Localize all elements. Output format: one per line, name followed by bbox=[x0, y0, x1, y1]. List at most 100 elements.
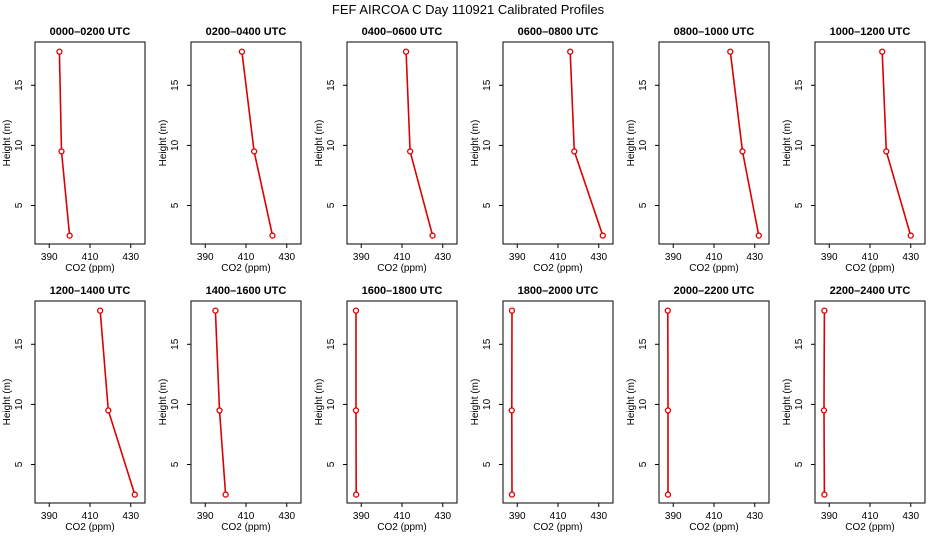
chart-2-data-point bbox=[402, 48, 410, 55]
chart-8-data-point bbox=[352, 407, 360, 414]
chart-2-x-tick-label: 390 bbox=[353, 252, 370, 263]
chart-11-x-tick-label: 430 bbox=[902, 511, 919, 522]
chart-5-y-axis-label: Height (m) bbox=[782, 120, 793, 167]
chart-5-x-tick-label: 430 bbox=[902, 252, 919, 263]
chart-1-y-tick-label: 15 bbox=[170, 79, 181, 91]
chart-5-x-axis-label: CO2 (ppm) bbox=[845, 263, 894, 274]
chart-4-x-tick-label: 390 bbox=[665, 252, 682, 263]
chart-3-x-axis-label: CO2 (ppm) bbox=[533, 263, 582, 274]
chart-10-data-point bbox=[664, 407, 672, 414]
chart-6-x-tick-label: 390 bbox=[41, 511, 58, 522]
chart-0-x-tick-label: 390 bbox=[41, 252, 58, 263]
chart-10-x-tick-label: 390 bbox=[665, 511, 682, 522]
chart-4-y-tick-label: 10 bbox=[638, 139, 649, 151]
chart-8-x-tick-label: 390 bbox=[353, 511, 370, 522]
chart-8-x-tick-label: 410 bbox=[394, 511, 411, 522]
chart-4-y-axis-label: Height (m) bbox=[626, 120, 637, 167]
chart-3-y-tick-label: 5 bbox=[482, 202, 493, 208]
chart-3-x-tick-label: 430 bbox=[590, 252, 607, 263]
chart-1-title: 0200–0400 UTC bbox=[206, 26, 287, 38]
chart-2-x-tick-label: 410 bbox=[394, 252, 411, 263]
chart-0-panel: 0000–0200 UTC 390 410 430 5 10 15 CO2 (ppm) Heig… bbox=[2, 26, 146, 274]
chart-9-x-tick-label: 410 bbox=[550, 511, 567, 522]
chart-8-data-point bbox=[353, 491, 360, 498]
chart-4-x-tick-label: 430 bbox=[746, 252, 763, 263]
chart-0-data-point bbox=[66, 232, 73, 239]
chart-8-y-tick-label: 15 bbox=[326, 338, 337, 350]
chart-10-y-tick-label: 5 bbox=[638, 461, 649, 467]
chart-0-y-tick-label: 5 bbox=[14, 202, 25, 208]
chart-7-data-point bbox=[216, 407, 223, 414]
chart-7-x-tick-label: 390 bbox=[197, 511, 214, 522]
chart-6-x-tick-label: 410 bbox=[82, 511, 99, 522]
chart-0-x-axis-label: CO2 (ppm) bbox=[65, 263, 114, 274]
chart-3-x-tick-label: 410 bbox=[550, 252, 567, 263]
chart-7-y-tick-label: 15 bbox=[170, 338, 181, 350]
chart-9-data-point bbox=[508, 307, 516, 314]
chart-2-y-axis-label: Height (m) bbox=[314, 120, 325, 167]
figure-title: FEF AIRCOA C Day 110921 Calibrated Profi… bbox=[332, 2, 605, 17]
chart-6-y-tick-label: 15 bbox=[14, 338, 25, 350]
chart-9-y-tick-label: 5 bbox=[482, 461, 493, 467]
chart-6-x-axis-label: CO2 (ppm) bbox=[65, 522, 114, 533]
chart-8-x-axis-label: CO2 (ppm) bbox=[377, 522, 426, 533]
panels: 0000–0200 UTC 390 410 430 5 10 15 CO2 (ppm) Heig… bbox=[2, 26, 926, 533]
chart-10-data-point bbox=[664, 491, 672, 498]
chart-4-panel: 0800–1000 UTC 390 410 430 5 10 15 CO2 (ppm) Heig… bbox=[626, 26, 770, 274]
chart-11-title: 2200–2400 UTC bbox=[830, 285, 911, 297]
chart-10-y-axis-label: Height (m) bbox=[626, 379, 637, 426]
chart-7-x-axis-label: CO2 (ppm) bbox=[221, 522, 270, 533]
chart-9-x-tick-label: 430 bbox=[590, 511, 607, 522]
chart-1-y-tick-label: 5 bbox=[170, 202, 181, 208]
chart-5-y-tick-label: 15 bbox=[794, 79, 805, 91]
chart-5-x-tick-label: 390 bbox=[821, 252, 838, 263]
chart-4-data-point bbox=[739, 148, 746, 155]
chart-8-x-tick-label: 430 bbox=[434, 511, 451, 522]
chart-2-panel: 0400–0600 UTC 390 410 430 5 10 15 CO2 (ppm) Heig… bbox=[314, 26, 458, 274]
chart-3-panel: 0600–0800 UTC 390 410 430 5 10 15 CO2 (ppm) Heig… bbox=[470, 26, 614, 274]
chart-10-y-tick-label: 10 bbox=[638, 398, 649, 410]
chart-11-y-tick-label: 10 bbox=[794, 398, 805, 410]
chart-10-data-point bbox=[664, 307, 671, 314]
chart-8-panel: 1600–1800 UTC 390 410 430 5 10 15 CO2 (ppm) Heig… bbox=[314, 285, 458, 533]
chart-4-data-point bbox=[755, 232, 762, 239]
chart-3-data-point bbox=[599, 232, 606, 239]
chart-2-data-point bbox=[429, 232, 436, 239]
chart-1-x-tick-label: 390 bbox=[197, 252, 214, 263]
chart-11-y-axis-label: Height (m) bbox=[782, 379, 793, 426]
chart-10-title: 2000–2200 UTC bbox=[674, 285, 755, 297]
chart-2-y-tick-label: 15 bbox=[326, 79, 337, 91]
chart-0-x-tick-label: 430 bbox=[122, 252, 139, 263]
chart-7-y-axis-label: Height (m) bbox=[158, 379, 169, 426]
chart-8-y-tick-label: 5 bbox=[326, 461, 337, 467]
chart-10-y-tick-label: 15 bbox=[638, 338, 649, 350]
chart-6-data-point bbox=[131, 491, 138, 498]
chart-2-x-axis-label: CO2 (ppm) bbox=[377, 263, 426, 274]
chart-5-y-tick-label: 5 bbox=[794, 202, 805, 208]
chart-11-data-point bbox=[820, 407, 828, 414]
chart-7-data-point bbox=[222, 491, 229, 498]
chart-9-x-tick-label: 390 bbox=[509, 511, 526, 522]
chart-5-x-tick-label: 410 bbox=[862, 252, 879, 263]
chart-8-y-axis-label: Height (m) bbox=[314, 379, 325, 426]
chart-0-data-point bbox=[58, 148, 65, 155]
chart-11-y-tick-label: 15 bbox=[794, 338, 805, 350]
chart-9-panel: 1800–2000 UTC 390 410 430 5 10 15 CO2 (ppm) Heig… bbox=[470, 285, 614, 533]
chart-2-data-point bbox=[406, 148, 414, 155]
chart-11-data-point bbox=[821, 491, 828, 498]
chart-4-data-point bbox=[727, 48, 734, 55]
chart-2-title: 0400–0600 UTC bbox=[362, 26, 443, 38]
chart-1-y-tick-label: 10 bbox=[170, 139, 181, 151]
chart-5-data-point bbox=[883, 148, 890, 155]
chart-10-x-axis-label: CO2 (ppm) bbox=[689, 522, 738, 533]
chart-11-panel: 2200–2400 UTC 390 410 430 5 10 15 CO2 (ppm) Heig… bbox=[782, 285, 926, 533]
chart-8-data-point bbox=[352, 307, 360, 314]
chart-0-y-tick-label: 15 bbox=[14, 79, 25, 91]
chart-7-data-point bbox=[212, 307, 219, 314]
chart-10-x-tick-label: 410 bbox=[706, 511, 723, 522]
chart-3-data-point bbox=[571, 148, 578, 155]
chart-3-x-tick-label: 390 bbox=[509, 252, 526, 263]
chart-1-panel: 0200–0400 UTC 390 410 430 5 10 15 CO2 (ppm) Heig… bbox=[158, 26, 302, 274]
chart-7-panel: 1400–1600 UTC 390 410 430 5 10 15 CO2 (ppm) Heig… bbox=[158, 285, 302, 533]
